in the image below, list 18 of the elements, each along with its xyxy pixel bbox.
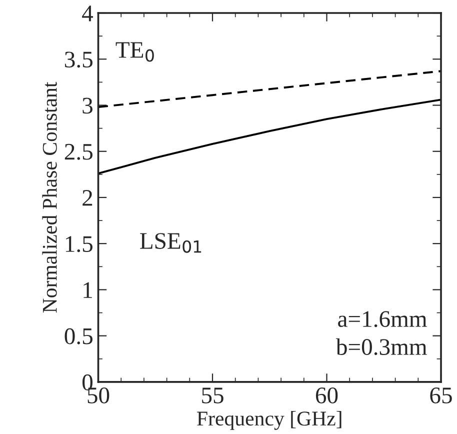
y-tick-label: 3 xyxy=(82,98,92,114)
series-label: TE$_{0}$ xyxy=(116,42,154,62)
text: LSE$_{01}$ xyxy=(140,233,202,253)
line-series xyxy=(98,70,442,108)
y-tick-label: 1 xyxy=(84,282,92,298)
y-tick-label: 2.5 xyxy=(64,144,92,160)
y-tick-label: 0.5 xyxy=(64,328,92,344)
x-axis-title: Frequency [GHz] xyxy=(197,410,342,430)
y-tick-label: 4 xyxy=(82,6,94,22)
x-tick-label: 65 xyxy=(430,388,452,404)
y-tick-label: 2 xyxy=(82,190,92,206)
line-series xyxy=(98,98,442,174)
x-tick-label: 60 xyxy=(316,387,338,404)
annotation: a=1.6mm b=0.3mm xyxy=(336,311,427,356)
y-tick-label: 1.5 xyxy=(66,236,92,252)
y-tick-label: 3.5 xyxy=(65,52,92,68)
x-tick-label: 55 xyxy=(202,388,224,404)
y-axis-title: Normalized Phase Constant xyxy=(42,82,57,313)
